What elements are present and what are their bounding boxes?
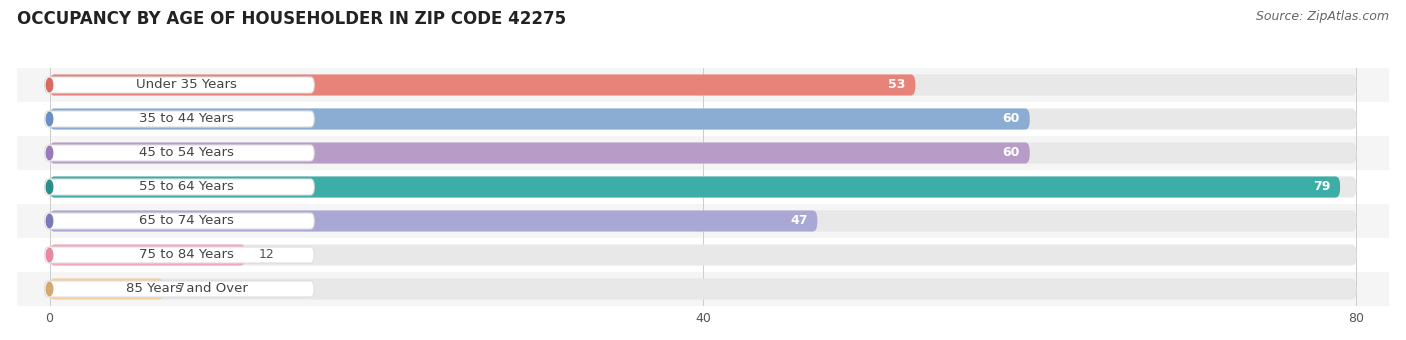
FancyBboxPatch shape xyxy=(49,74,915,96)
Text: 79: 79 xyxy=(1313,181,1330,193)
FancyBboxPatch shape xyxy=(45,77,314,93)
Text: 53: 53 xyxy=(889,79,905,91)
Circle shape xyxy=(46,146,53,160)
Text: OCCUPANCY BY AGE OF HOUSEHOLDER IN ZIP CODE 42275: OCCUPANCY BY AGE OF HOUSEHOLDER IN ZIP C… xyxy=(17,10,567,28)
FancyBboxPatch shape xyxy=(49,176,1357,198)
FancyBboxPatch shape xyxy=(17,102,1389,136)
FancyBboxPatch shape xyxy=(45,247,314,263)
FancyBboxPatch shape xyxy=(17,204,1389,238)
Text: 60: 60 xyxy=(1002,147,1019,159)
FancyBboxPatch shape xyxy=(49,142,1357,164)
FancyBboxPatch shape xyxy=(45,213,314,229)
FancyBboxPatch shape xyxy=(49,210,817,232)
Text: 65 to 74 Years: 65 to 74 Years xyxy=(139,215,235,227)
FancyBboxPatch shape xyxy=(45,111,314,127)
Circle shape xyxy=(46,180,53,194)
FancyBboxPatch shape xyxy=(49,278,165,300)
FancyBboxPatch shape xyxy=(49,108,1029,130)
FancyBboxPatch shape xyxy=(45,179,314,195)
Circle shape xyxy=(46,282,53,296)
Circle shape xyxy=(46,78,53,92)
Text: 60: 60 xyxy=(1002,113,1019,125)
FancyBboxPatch shape xyxy=(49,176,1340,198)
Text: 7: 7 xyxy=(177,283,186,295)
Text: Source: ZipAtlas.com: Source: ZipAtlas.com xyxy=(1256,10,1389,23)
Circle shape xyxy=(46,112,53,126)
FancyBboxPatch shape xyxy=(17,272,1389,306)
FancyBboxPatch shape xyxy=(49,278,1357,300)
FancyBboxPatch shape xyxy=(17,238,1389,272)
Circle shape xyxy=(46,248,53,262)
FancyBboxPatch shape xyxy=(49,244,1357,266)
FancyBboxPatch shape xyxy=(17,136,1389,170)
FancyBboxPatch shape xyxy=(49,74,1357,96)
FancyBboxPatch shape xyxy=(49,108,1357,130)
Text: 35 to 44 Years: 35 to 44 Years xyxy=(139,113,235,125)
Text: 55 to 64 Years: 55 to 64 Years xyxy=(139,181,235,193)
Text: 12: 12 xyxy=(259,249,274,261)
Text: Under 35 Years: Under 35 Years xyxy=(136,79,238,91)
FancyBboxPatch shape xyxy=(49,142,1029,164)
Text: 47: 47 xyxy=(790,215,807,227)
Circle shape xyxy=(46,214,53,228)
FancyBboxPatch shape xyxy=(49,244,246,266)
Text: 75 to 84 Years: 75 to 84 Years xyxy=(139,249,235,261)
FancyBboxPatch shape xyxy=(17,68,1389,102)
FancyBboxPatch shape xyxy=(45,145,314,161)
FancyBboxPatch shape xyxy=(49,210,1357,232)
Text: 85 Years and Over: 85 Years and Over xyxy=(125,283,247,295)
FancyBboxPatch shape xyxy=(17,170,1389,204)
Text: 45 to 54 Years: 45 to 54 Years xyxy=(139,147,235,159)
FancyBboxPatch shape xyxy=(45,281,314,297)
